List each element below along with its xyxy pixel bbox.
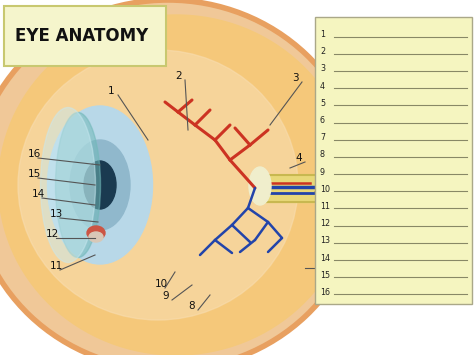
Ellipse shape (47, 106, 153, 264)
Text: 16: 16 (320, 288, 330, 297)
Polygon shape (238, 224, 370, 265)
Text: 2: 2 (175, 71, 182, 81)
Text: 1: 1 (320, 30, 325, 39)
Text: 5: 5 (320, 99, 325, 108)
Ellipse shape (84, 161, 116, 209)
Text: 9: 9 (320, 168, 325, 176)
Text: 15: 15 (320, 271, 330, 280)
Text: 1: 1 (108, 86, 115, 96)
FancyBboxPatch shape (315, 17, 472, 304)
Text: 12: 12 (46, 229, 59, 239)
Text: 13: 13 (50, 209, 63, 219)
Text: 4: 4 (295, 153, 301, 163)
Text: 7: 7 (315, 259, 322, 269)
Text: 6: 6 (330, 206, 337, 216)
Polygon shape (255, 175, 370, 202)
Text: 9: 9 (162, 291, 169, 301)
Text: 11: 11 (50, 261, 63, 271)
Text: 16: 16 (28, 149, 41, 159)
Ellipse shape (89, 232, 103, 242)
Ellipse shape (55, 113, 100, 257)
Text: 14: 14 (32, 189, 45, 199)
Text: 8: 8 (188, 301, 195, 311)
Ellipse shape (0, 0, 363, 355)
Text: 2: 2 (320, 47, 325, 56)
FancyBboxPatch shape (4, 6, 166, 66)
Text: 7: 7 (320, 133, 325, 142)
Text: 3: 3 (320, 65, 325, 73)
Polygon shape (68, 214, 275, 272)
Text: 13: 13 (320, 236, 330, 245)
Text: 4: 4 (320, 82, 325, 91)
Text: 8: 8 (320, 151, 325, 159)
Text: 15: 15 (28, 169, 41, 179)
Ellipse shape (18, 50, 298, 320)
Ellipse shape (40, 108, 95, 262)
Polygon shape (68, 85, 290, 158)
Ellipse shape (70, 140, 130, 230)
Text: 3: 3 (292, 73, 299, 83)
Text: 5: 5 (326, 176, 333, 186)
Text: 14: 14 (320, 253, 330, 263)
Text: 10: 10 (320, 185, 330, 194)
Ellipse shape (249, 167, 271, 205)
Polygon shape (235, 85, 360, 133)
Text: 10: 10 (155, 279, 168, 289)
Ellipse shape (0, 15, 354, 355)
Text: 6: 6 (320, 116, 325, 125)
Text: 12: 12 (320, 219, 330, 228)
Ellipse shape (87, 226, 105, 240)
Text: EYE ANATOMY: EYE ANATOMY (15, 27, 148, 45)
Text: 11: 11 (320, 202, 330, 211)
